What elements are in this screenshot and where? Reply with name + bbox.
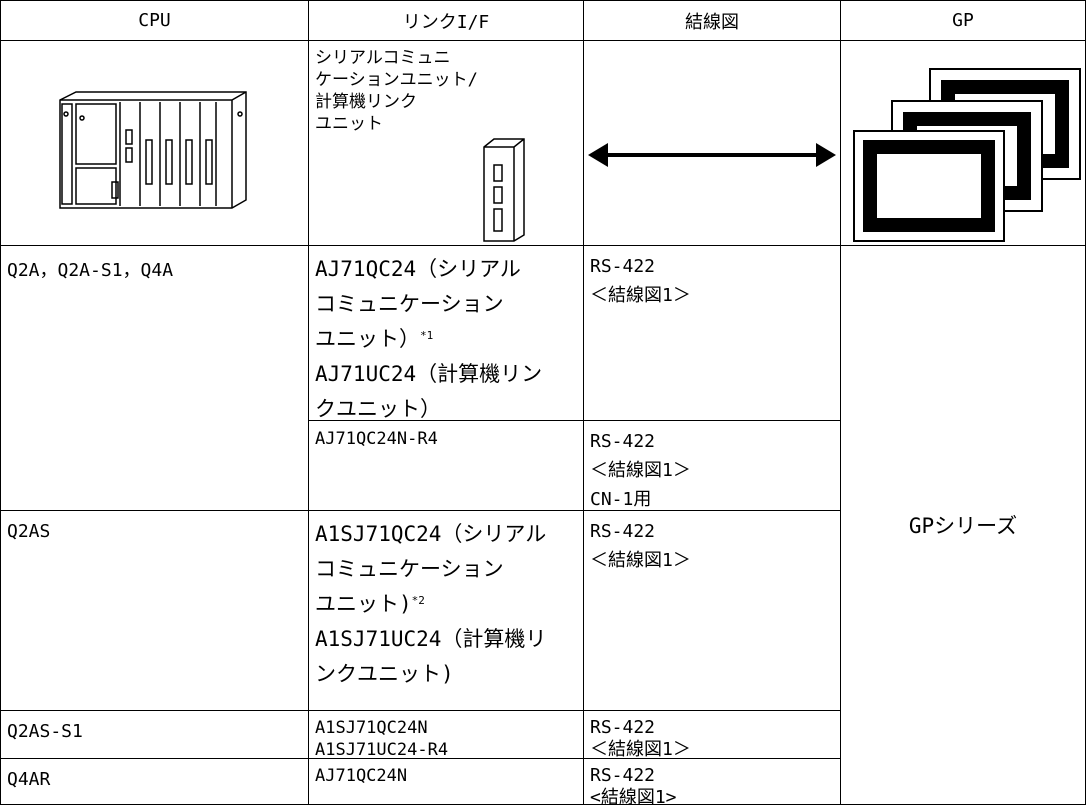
text: ユニット)	[315, 592, 412, 616]
link-if-cell: A1SJ71QC24（シリアル コミュニケーション ユニット)*2 A1SJ71UC2…	[308, 510, 584, 711]
link-if-cell: AJ71QC24N-R4	[308, 420, 584, 511]
wiring-cell: RS-422 ＜結線図1＞	[583, 245, 841, 421]
text-line: AJ71QC24N	[315, 766, 408, 786]
text-line: CN-1用	[590, 489, 652, 510]
wiring-cell: RS-422 <結線図1>	[583, 758, 841, 805]
text-line: コミュニケーション	[315, 292, 504, 316]
header-cell: リンクI/F	[308, 0, 584, 41]
cpu-cell: Q2AS-S1	[0, 710, 309, 759]
header-cell: 結線図	[583, 0, 841, 41]
text-line: シリアルコミュニ	[315, 48, 451, 68]
text-line: RS-422	[590, 765, 656, 786]
module-illustration	[483, 138, 525, 242]
footnote-mark: *1	[420, 329, 434, 342]
wiring-cell: RS-422 ＜結線図1＞	[583, 510, 841, 711]
text: ユニット）	[315, 327, 420, 351]
text-line: ユニット	[315, 114, 383, 134]
plc-illustration	[59, 91, 247, 209]
text-line: RS-422	[590, 717, 656, 738]
text-line: コミュニケーション	[315, 557, 504, 581]
text-line: RS-422	[590, 521, 656, 542]
wiring-cell: RS-422 ＜結線図1＞	[583, 710, 841, 759]
illustration-cell: シリアルコミュニ ケーションユニット/計算機リンク ユニット	[308, 40, 584, 246]
text-line: A1SJ71QC24N	[315, 718, 428, 738]
text-line: ユニット）*1	[315, 322, 583, 357]
text-line: ケーションユニット/	[315, 70, 478, 90]
text-line: RS-422	[590, 256, 656, 277]
text-line: 計算機リンク	[315, 92, 417, 112]
text-line: A1SJ71QC24（シリアル	[315, 522, 547, 546]
wiring-cell: RS-422 ＜結線図1＞ CN-1用	[583, 420, 841, 511]
text-line: ＜結線図1＞	[590, 460, 691, 481]
text-line: クユニット）	[315, 397, 441, 421]
link-if-cell: AJ71QC24N	[308, 758, 584, 805]
cpu-cell: Q4AR	[0, 758, 309, 805]
gp-illustration	[853, 68, 1081, 242]
text-line: ユニット)*2	[315, 587, 583, 622]
header-cell: CPU	[0, 0, 309, 41]
text-line: RS-422	[590, 431, 656, 452]
link-if-cell: AJ71QC24（シリアル コミュニケーション ユニット）*1 AJ71UC24（計算…	[308, 245, 584, 421]
footnote-mark: *2	[411, 594, 425, 607]
cpu-cell: Q2AS	[0, 510, 309, 711]
gp-cell: GPシリーズ	[840, 245, 1086, 805]
text-line: A1SJ71UC24-R4	[315, 740, 449, 759]
text-line: ＜結線図1＞	[590, 739, 691, 759]
text-line: AJ71UC24（計算機リン	[315, 362, 543, 386]
text-line: ンクユニット)	[315, 662, 454, 686]
text-line: <結線図1>	[590, 787, 677, 805]
text-line: A1SJ71UC24（計算機リ	[315, 627, 547, 651]
text-line: ＜結線図1＞	[590, 285, 691, 306]
text-line: ＜結線図1＞	[590, 550, 691, 571]
text-line: AJ71QC24（シリアル	[315, 257, 521, 281]
text-line: AJ71QC24N-R4	[315, 429, 438, 449]
link-if-cell: A1SJ71QC24N A1SJ71UC24-R4	[308, 710, 584, 759]
cpu-cell: Q2A，Q2A-S1，Q4A	[0, 245, 309, 511]
header-cell: GP	[840, 0, 1086, 41]
double-arrow	[588, 143, 836, 167]
